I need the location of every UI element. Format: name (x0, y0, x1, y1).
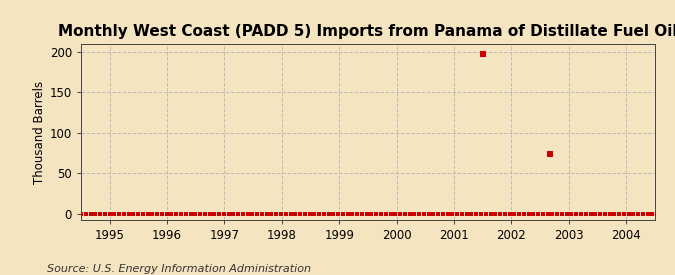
Y-axis label: Thousand Barrels: Thousand Barrels (32, 80, 45, 184)
Title: Monthly West Coast (PADD 5) Imports from Panama of Distillate Fuel Oil: Monthly West Coast (PADD 5) Imports from… (58, 24, 675, 39)
Text: Source: U.S. Energy Information Administration: Source: U.S. Energy Information Administ… (47, 264, 311, 274)
